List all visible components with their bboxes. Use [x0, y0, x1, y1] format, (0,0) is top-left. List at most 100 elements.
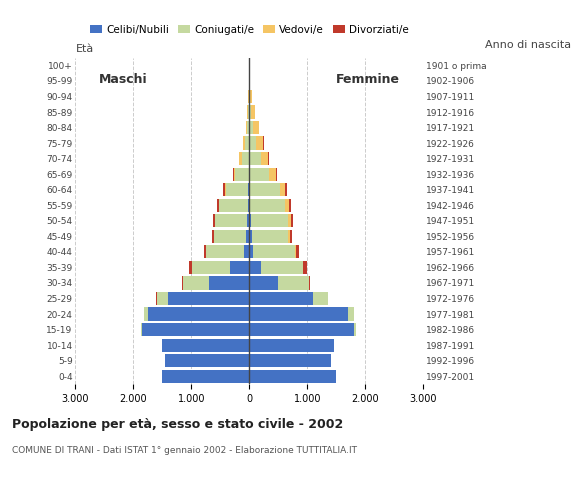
Bar — [280, 183, 285, 196]
Text: Popolazione per età, sesso e stato civile - 2002: Popolazione per età, sesso e stato civil… — [12, 418, 343, 431]
Bar — [246, 230, 249, 243]
Bar — [276, 168, 277, 181]
Bar — [296, 245, 299, 259]
Bar — [204, 245, 206, 259]
Bar — [295, 245, 296, 259]
Bar — [192, 261, 230, 274]
Bar — [288, 230, 290, 243]
Bar — [249, 136, 256, 150]
Bar — [249, 338, 334, 352]
Legend: Celibi/Nubili, Coniugati/e, Vedovi/e, Divorziati/e: Celibi/Nubili, Coniugati/e, Vedovi/e, Di… — [86, 20, 413, 39]
Bar — [226, 183, 248, 196]
Bar — [251, 106, 255, 119]
Bar — [253, 121, 259, 134]
Bar — [252, 230, 288, 243]
Bar — [247, 106, 248, 119]
Bar — [249, 106, 251, 119]
Bar — [249, 261, 261, 274]
Bar — [249, 121, 253, 134]
Bar — [251, 90, 252, 103]
Text: Età: Età — [75, 45, 93, 55]
Bar — [249, 323, 354, 336]
Bar — [148, 308, 249, 321]
Bar — [217, 199, 219, 212]
Bar — [249, 214, 251, 228]
Bar — [303, 261, 307, 274]
Bar — [251, 199, 285, 212]
Bar — [182, 276, 183, 289]
Bar — [249, 354, 331, 367]
Bar — [249, 152, 261, 165]
Bar — [230, 261, 249, 274]
Bar — [249, 74, 251, 87]
Bar — [249, 230, 252, 243]
Bar — [348, 308, 354, 321]
Text: COMUNE DI TRANI - Dati ISTAT 1° gennaio 2002 - Elaborazione TUTTITALIA.IT: COMUNE DI TRANI - Dati ISTAT 1° gennaio … — [12, 446, 357, 456]
Bar — [157, 292, 168, 305]
Bar — [249, 308, 348, 321]
Bar — [248, 183, 249, 196]
Bar — [248, 199, 249, 212]
Bar — [249, 90, 251, 103]
Bar — [313, 292, 328, 305]
Bar — [206, 245, 244, 259]
Bar — [219, 199, 248, 212]
Bar — [214, 230, 246, 243]
Bar — [183, 276, 209, 289]
Bar — [213, 214, 215, 228]
Bar — [247, 214, 249, 228]
Bar — [233, 168, 234, 181]
Bar — [249, 292, 313, 305]
Bar — [269, 168, 276, 181]
Bar — [243, 136, 245, 150]
Text: Femmine: Femmine — [336, 73, 400, 86]
Bar — [189, 261, 192, 274]
Bar — [209, 276, 249, 289]
Bar — [248, 106, 249, 119]
Bar — [285, 183, 287, 196]
Bar — [268, 152, 269, 165]
Bar — [234, 168, 235, 181]
Bar — [244, 245, 249, 259]
Bar — [249, 199, 251, 212]
Bar — [142, 323, 249, 336]
Bar — [354, 323, 356, 336]
Bar — [242, 152, 249, 165]
Bar — [225, 183, 226, 196]
Bar — [249, 168, 269, 181]
Bar — [223, 183, 225, 196]
Bar — [239, 152, 241, 165]
Bar — [253, 245, 295, 259]
Bar — [162, 338, 249, 352]
Bar — [245, 136, 249, 150]
Bar — [249, 183, 250, 196]
Bar — [215, 214, 247, 228]
Bar — [144, 308, 148, 321]
Bar — [165, 354, 249, 367]
Bar — [261, 152, 268, 165]
Bar — [168, 292, 249, 305]
Bar — [141, 323, 142, 336]
Bar — [249, 245, 253, 259]
Bar — [250, 183, 280, 196]
Bar — [288, 214, 291, 228]
Text: Anno di nascita: Anno di nascita — [485, 40, 571, 50]
Bar — [278, 276, 309, 289]
Bar — [249, 370, 336, 383]
Bar — [309, 276, 310, 289]
Bar — [251, 214, 288, 228]
Bar — [246, 121, 247, 134]
Bar — [247, 121, 249, 134]
Bar — [162, 370, 249, 383]
Bar — [285, 199, 289, 212]
Text: Maschi: Maschi — [99, 73, 147, 86]
Bar — [212, 230, 214, 243]
Bar — [290, 230, 292, 243]
Bar — [249, 276, 278, 289]
Bar — [289, 199, 291, 212]
Bar — [291, 214, 293, 228]
Bar — [261, 261, 303, 274]
Bar — [256, 136, 263, 150]
Bar — [248, 90, 249, 103]
Bar — [235, 168, 249, 181]
